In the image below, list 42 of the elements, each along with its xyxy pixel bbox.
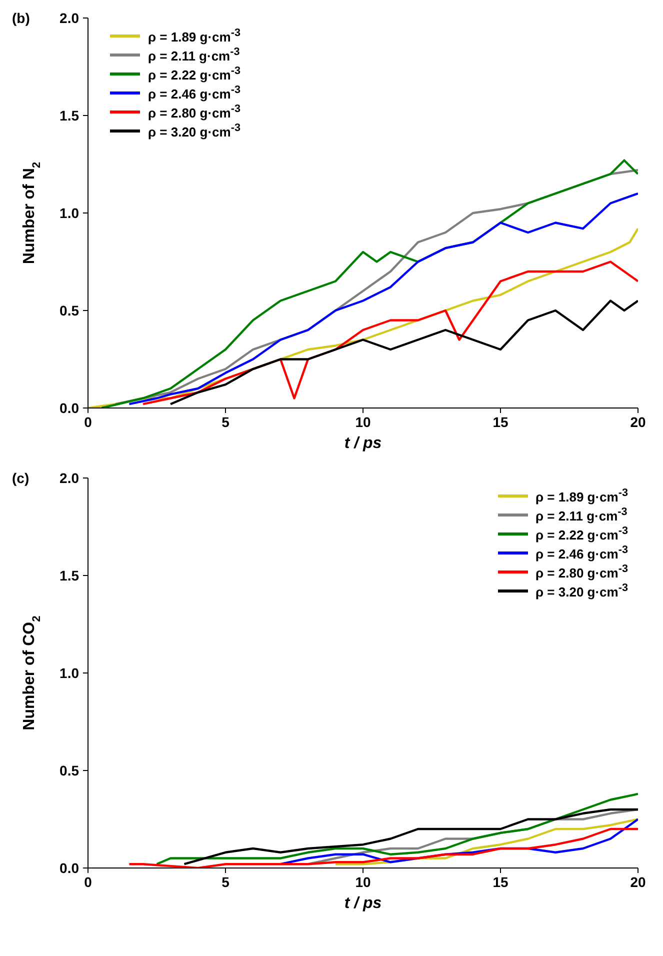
x-tick-label: 0 xyxy=(84,414,92,430)
x-tick-label: 10 xyxy=(355,414,371,430)
legend-label: ρ = 2.11 g·cm$^{-3}$ xyxy=(148,46,240,64)
line-series xyxy=(128,828,638,868)
x-tick-label: 20 xyxy=(630,414,646,430)
legend-label: ρ = 2.46 g·cm$^{-3}$ xyxy=(148,84,240,102)
y-tick-label: 0.0 xyxy=(60,860,80,876)
legend-label: ρ = 1.89 g·cm$^{-3}$ xyxy=(536,486,628,504)
chart-title: (c) xyxy=(12,470,30,486)
y-tick-label: 1.5 xyxy=(60,567,80,584)
legend-label: ρ = 3.20 g·cm$^{-3}$ xyxy=(148,122,240,140)
y-tick-label: 2.0 xyxy=(60,470,80,486)
x-tick-label: 5 xyxy=(222,414,230,430)
legend-label: ρ = 1.89 g·cm$^{-3}$ xyxy=(148,26,240,44)
legend-label: ρ = 2.46 g·cm$^{-3}$ xyxy=(536,544,628,562)
x-axis-title: t / ps xyxy=(344,895,382,912)
x-tick-label: 15 xyxy=(492,874,508,890)
line-series xyxy=(334,818,638,866)
y-tick-label: 0.0 xyxy=(60,400,80,416)
x-tick-label: 20 xyxy=(630,874,646,890)
legend-label: ρ = 2.22 g·cm$^{-3}$ xyxy=(148,64,240,82)
legend-label: ρ = 3.20 g·cm$^{-3}$ xyxy=(536,582,628,600)
y-tick-label: 1.0 xyxy=(60,664,80,681)
y-tick-label: 1.5 xyxy=(60,107,80,124)
y-tick-label: 0.5 xyxy=(60,762,80,778)
x-axis-title: t / ps xyxy=(344,435,382,452)
legend-label: ρ = 2.80 g·cm$^{-3}$ xyxy=(148,102,240,120)
x-tick-label: 10 xyxy=(355,874,371,890)
line-series xyxy=(142,260,638,406)
line-series xyxy=(156,792,638,866)
line-series xyxy=(169,300,638,406)
chart-title: (b) xyxy=(12,10,30,26)
x-tick-label: 5 xyxy=(222,874,230,890)
y-tick-label: 0.5 xyxy=(60,302,80,318)
legend-label: ρ = 2.22 g·cm$^{-3}$ xyxy=(536,524,628,542)
legend-label: ρ = 2.11 g·cm$^{-3}$ xyxy=(536,506,628,524)
legend-label: ρ = 2.80 g·cm$^{-3}$ xyxy=(536,562,628,580)
y-tick-label: 1.0 xyxy=(60,204,80,221)
y-tick-label: 2.0 xyxy=(60,10,80,26)
line-series xyxy=(183,808,638,866)
x-tick-label: 15 xyxy=(492,414,508,430)
x-tick-label: 0 xyxy=(84,874,92,890)
